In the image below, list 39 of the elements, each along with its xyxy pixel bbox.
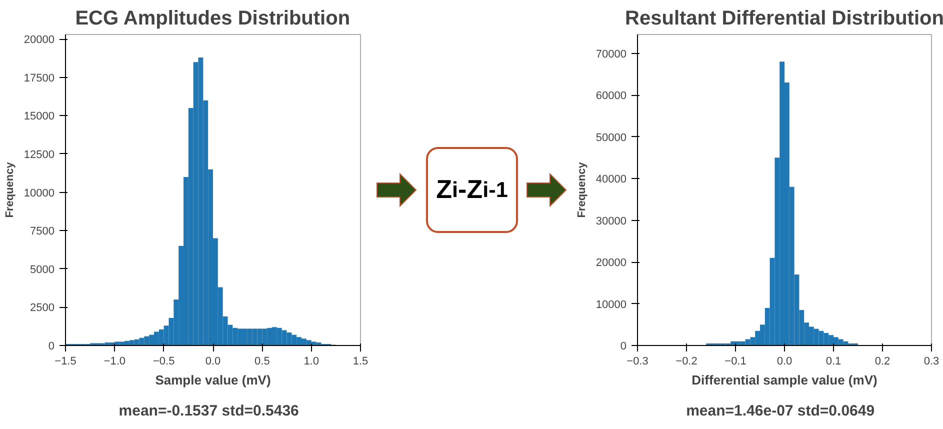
chart-title: ECG Amplitudes Distribution [75,8,350,30]
y-tick-label: 20000 [596,257,627,270]
y-tick-label: 7500 [30,226,55,238]
y-tick-label: 5000 [30,264,55,276]
x-tick-label: 0.1 [826,356,842,368]
x-tick-label: −1.5 [54,356,76,368]
x-tick-label: 0.5 [254,356,270,368]
text: mean=-0.1537 std=0.5436 [118,402,299,420]
y-tick-label: 2500 [30,302,55,314]
y-tick-label: 70000 [596,48,627,60]
y-tick-label: 40000 [596,174,627,186]
x-tick-label: 0.2 [874,356,890,368]
y-tick-label: 20000 [24,34,55,46]
x-tick-label: −0.3 [626,356,648,368]
y-tick-label: 0 [620,340,627,352]
x-tick-label: 1.0 [304,356,319,368]
x-tick-label: 0.0 [776,356,792,368]
y-tick-label: 15000 [24,110,55,123]
x-axis-title: Differential sample value (mV) [692,372,878,388]
x-tick-label: −1.0 [104,356,126,368]
x-tick-label: 0.3 [924,356,940,368]
x-tick-label: −0.2 [676,356,698,368]
y-tick-label: 60000 [596,90,627,102]
x-tick-label: 0.0 [205,356,221,368]
y-tick-label: 10000 [24,187,55,200]
y-tick-label: 50000 [596,132,627,144]
y-tick-label: 17500 [24,72,55,84]
y-axis-title: Frequency [4,161,16,218]
x-tick-label: −0.5 [152,356,175,368]
y-axis-title: Frequency [576,161,588,218]
y-tick-label: 12500 [24,149,55,161]
x-axis-title: Sample value (mV) [155,372,271,388]
y-tick-label: 10000 [596,298,627,311]
y-tick-label: 0 [48,340,55,352]
chart-title: Resultant Differential Distribution [625,8,943,30]
text: mean=1.46e-07 std=0.0649 [686,402,875,420]
y-tick-label: 30000 [596,215,627,228]
x-tick-label: 1.5 [352,356,368,368]
x-tick-label: −0.1 [724,356,746,368]
